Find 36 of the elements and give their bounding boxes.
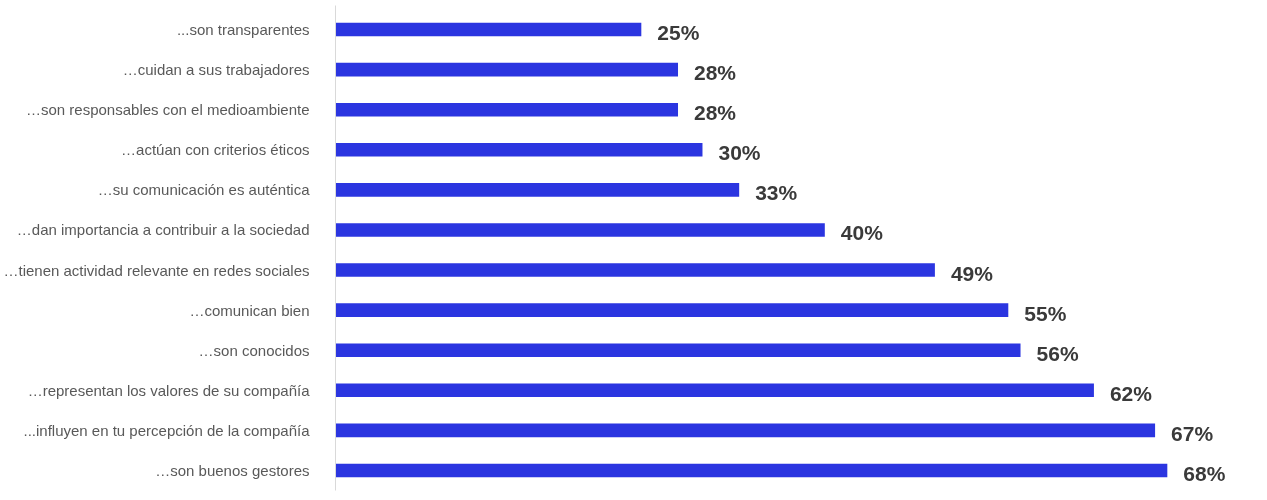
y-tick-label: ...influyen en tu percepción de la compañía <box>23 421 311 439</box>
data-label: 28% <box>694 61 737 85</box>
y-tick-label: …son buenos gestores <box>155 461 310 479</box>
y-tick-label: …cuidan a sus trabajadores <box>122 61 310 79</box>
bar <box>335 22 642 37</box>
data-label: 40% <box>840 221 884 245</box>
bar <box>335 383 1094 398</box>
bar <box>335 102 679 117</box>
data-label: 56% <box>1036 341 1079 365</box>
bar <box>335 183 740 197</box>
bar <box>335 263 935 277</box>
y-tick-label: …representan los valores de su compañía <box>27 381 311 399</box>
y-tick-label: …tienen actividad relevante en redes sociales <box>3 261 310 279</box>
bar <box>335 303 1009 317</box>
data-label: 33% <box>755 181 798 205</box>
y-tick-label: …comunican bien <box>189 301 310 319</box>
data-label: 30% <box>718 141 761 165</box>
data-label: 28% <box>694 101 737 125</box>
y-tick-label: …son responsables con el medioambiente <box>26 101 310 119</box>
data-label: 55% <box>1024 301 1067 325</box>
y-tick-label: ...son transparentes <box>176 21 310 39</box>
bar <box>335 463 1168 478</box>
bar <box>335 142 703 157</box>
data-label: 49% <box>950 261 994 285</box>
data-label: 25% <box>657 21 700 45</box>
bar <box>335 62 679 77</box>
y-tick-label: …son conocidos <box>198 341 310 359</box>
bar <box>335 223 825 237</box>
data-label: 67% <box>1171 421 1214 445</box>
bar <box>335 423 1156 438</box>
y-tick-label: …su comunicación es auténtica <box>97 181 311 199</box>
data-label: 62% <box>1109 381 1153 405</box>
y-tick-label: …dan importancia a contribuir a la sociedad <box>16 221 310 239</box>
y-tick-label: …actúan con criterios éticos <box>121 141 310 159</box>
bar <box>335 343 1021 358</box>
data-label: 68% <box>1183 461 1226 485</box>
